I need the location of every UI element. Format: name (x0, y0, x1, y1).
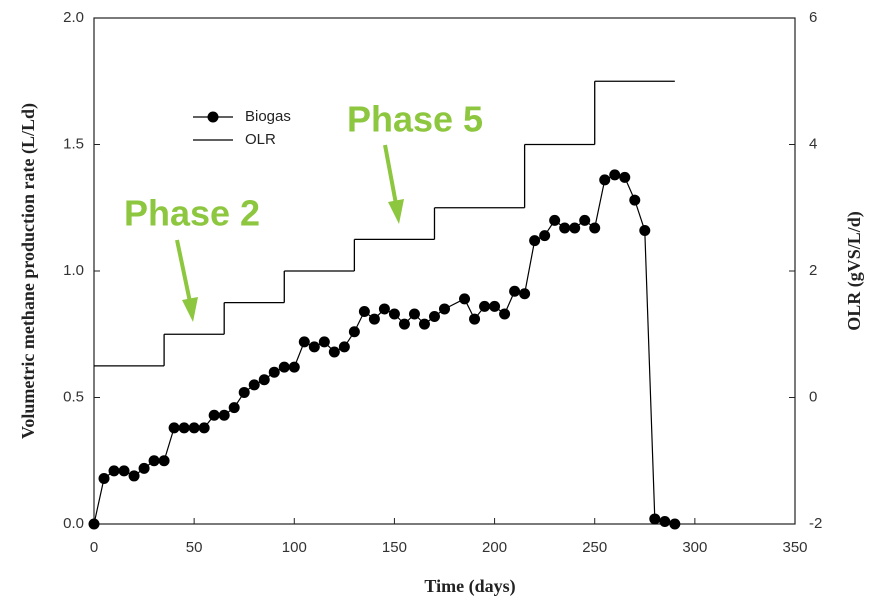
biogas-point (288, 361, 300, 373)
biogas-point (98, 472, 110, 484)
biogas-point (378, 303, 390, 315)
y-tick-label: 0.5 (63, 388, 84, 405)
biogas-point (549, 214, 561, 226)
biogas-point (358, 305, 370, 317)
annotation: Phase 2 (124, 193, 260, 234)
biogas-point (348, 326, 360, 338)
biogas-point (118, 465, 130, 477)
biogas-point (188, 422, 200, 434)
biogas-point (328, 346, 340, 358)
biogas-point (148, 455, 160, 467)
biogas-point (428, 311, 440, 323)
x-tick-label: 350 (782, 539, 807, 556)
biogas-point (629, 194, 641, 206)
y2-tick-label: 6 (809, 9, 817, 26)
biogas-point (489, 300, 501, 312)
biogas-point (559, 222, 571, 234)
biogas-point (639, 225, 651, 237)
biogas-point (108, 465, 120, 477)
biogas-point (248, 379, 260, 391)
y2-axis-title: OLR (gVS/L/d) (844, 211, 865, 331)
y-axis-title: Volumetric methane production rate (L/Ld… (18, 103, 39, 439)
biogas-point (459, 293, 471, 305)
biogas-point (509, 285, 521, 297)
biogas-point (479, 300, 491, 312)
biogas-point (268, 366, 280, 378)
biogas-point (499, 308, 511, 320)
biogas-point (218, 409, 230, 421)
plot-frame (93, 17, 796, 525)
arrow (175, 239, 192, 303)
biogas-point (408, 308, 420, 320)
biogas-point (138, 462, 150, 474)
biogas-point (569, 222, 581, 234)
biogas-point (398, 318, 410, 330)
y2-tick-label: -2 (809, 515, 822, 532)
legend-label: OLR (245, 131, 276, 148)
x-tick-label: 200 (482, 539, 507, 556)
x-axis-title: Time (days) (424, 576, 515, 597)
arrow-head (182, 297, 198, 322)
biogas-point (418, 318, 430, 330)
x-tick-label: 0 (90, 539, 98, 556)
biogas-point (228, 402, 240, 414)
biogas-point (158, 455, 170, 467)
biogas-point (318, 336, 330, 348)
biogas-point (469, 313, 481, 325)
x-tick-label: 50 (186, 539, 203, 556)
biogas-point (579, 214, 591, 226)
y2-tick-label: 4 (809, 135, 817, 152)
biogas-point (439, 303, 450, 315)
biogas-point (338, 341, 350, 353)
x-tick-label: 150 (382, 539, 407, 556)
y-tick-label: 1.0 (63, 262, 84, 279)
biogas-point (258, 374, 270, 386)
annotation: Phase 5 (347, 99, 483, 140)
biogas-point (599, 174, 611, 186)
legend-marker (207, 111, 219, 123)
biogas-point (88, 518, 100, 530)
biogas-point (669, 518, 681, 530)
biogas-point (388, 308, 400, 320)
biogas-point (198, 422, 210, 434)
y-tick-label: 1.5 (63, 135, 84, 152)
x-tick-label: 300 (682, 539, 707, 556)
biogas-point (619, 171, 631, 183)
biogas-point (298, 336, 310, 348)
biogas-point (278, 361, 290, 373)
arrows (175, 144, 404, 322)
biogas-point (609, 169, 621, 181)
y2-tick-label: 0 (809, 388, 817, 405)
biogas-point (168, 422, 180, 434)
y-tick-label: 0.0 (63, 515, 84, 532)
biogas-point (238, 386, 250, 398)
biogas-point (178, 422, 190, 434)
legend-label: Biogas (245, 108, 291, 125)
x-tick-label: 100 (282, 539, 307, 556)
biogas-point (539, 230, 551, 242)
biogas-point (649, 513, 661, 525)
arrow-head (388, 199, 404, 224)
biogas-point (659, 515, 671, 527)
biogas-point (308, 341, 320, 353)
biogas-point (519, 288, 531, 300)
y2-tick-label: 2 (809, 262, 817, 279)
biogas-point (368, 313, 380, 325)
biogas-point (128, 470, 140, 482)
biogas-point (589, 222, 601, 234)
biogas-point (208, 409, 220, 421)
biogas-point (529, 235, 541, 247)
x-tick-label: 250 (582, 539, 607, 556)
arrow (383, 144, 398, 205)
y-tick-label: 2.0 (63, 9, 84, 26)
